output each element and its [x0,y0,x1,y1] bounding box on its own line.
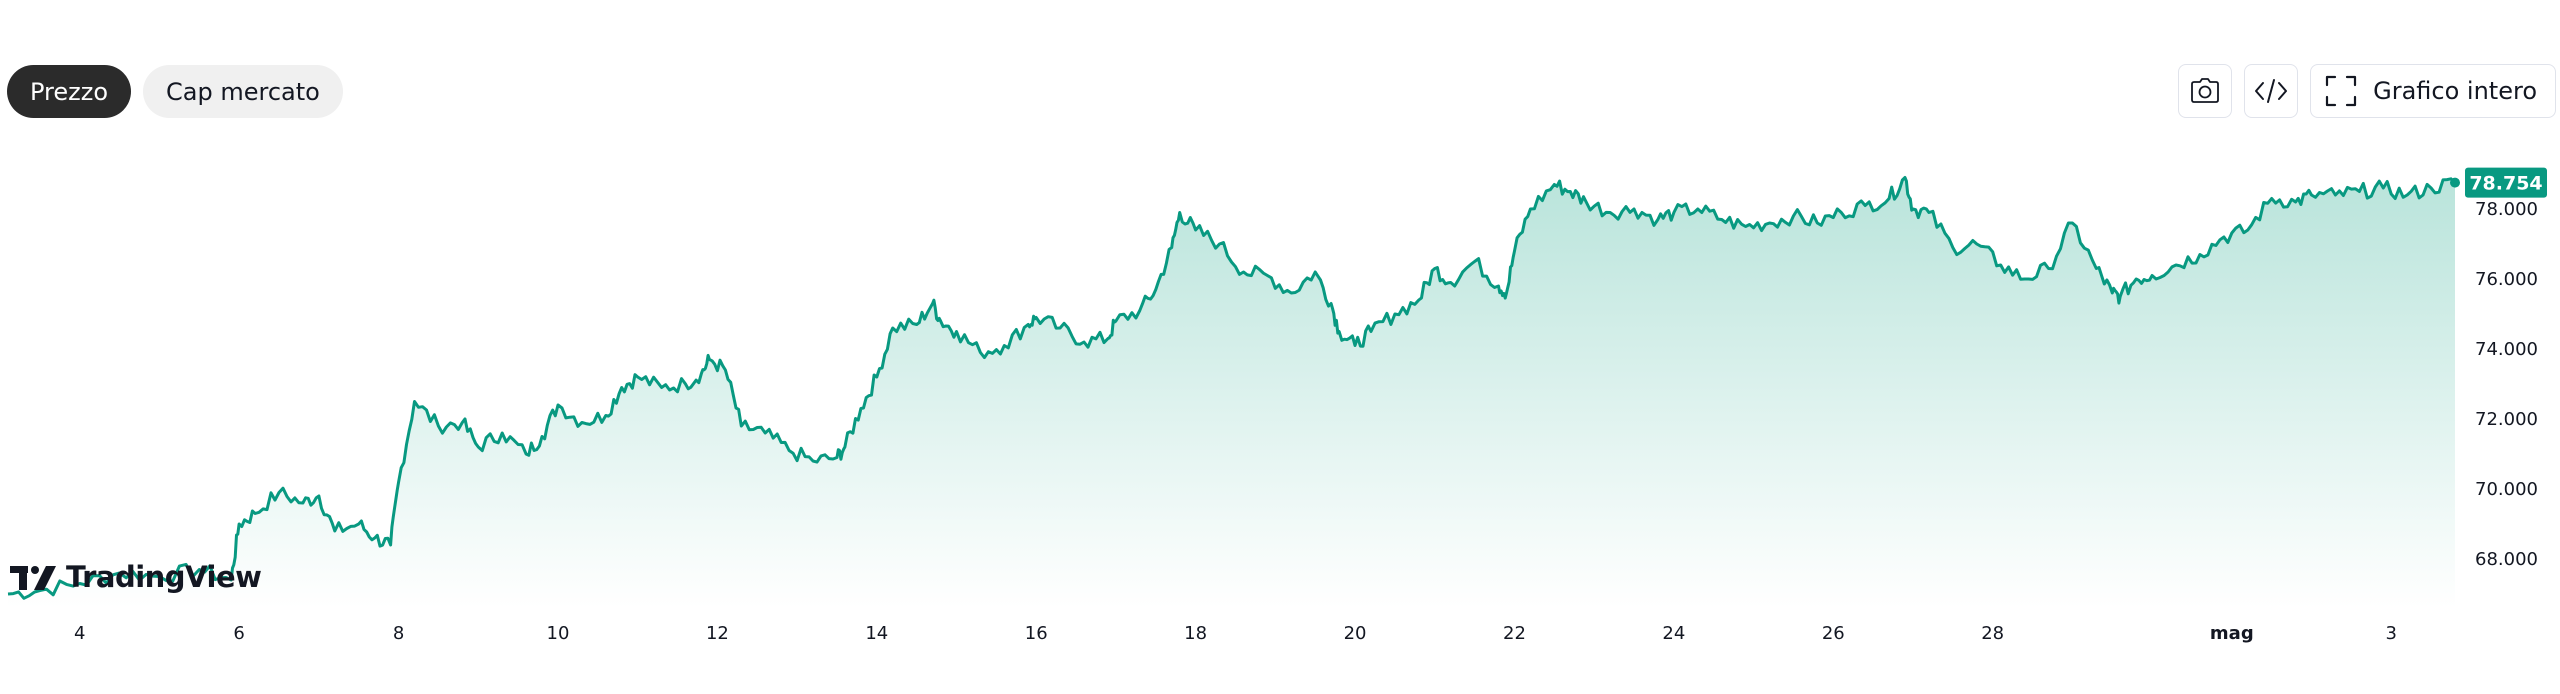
price-axis: 68.000 70.000 72.000 74.000 76.000 78.000 [2475,199,2538,570]
tab-market-cap[interactable]: Cap mercato [143,65,343,118]
chart-toolbar: Grafico intero [2178,64,2556,118]
x-tick-label: 4 [74,623,85,644]
camera-icon [2191,78,2220,103]
fullscreen-label: Grafico intero [2373,77,2537,105]
y-tick-label: 78.000 [2475,199,2538,220]
embed-button[interactable] [2244,64,2299,118]
fullscreen-button[interactable]: Grafico intero [2310,64,2556,118]
tradingview-logo-icon [10,566,56,590]
code-icon [2255,79,2288,103]
time-axis: 4 6 8 10 12 14 16 18 20 22 24 26 28 mag 3 [74,623,2397,644]
last-price-label: 78.754 [2469,173,2542,195]
price-series-line [7,176,2457,600]
chart-mode-tabs: Prezzo Cap mercato [7,65,343,118]
x-tick-label: 6 [233,623,244,644]
last-price-dot [2450,177,2460,188]
last-price-tag [2465,167,2547,198]
tab-price[interactable]: Prezzo [7,65,132,118]
x-tick-label: 8 [393,623,404,644]
price-area-fill [8,177,2455,608]
y-tick-label: 72.000 [2475,409,2538,430]
x-tick-label: 3 [2386,623,2397,644]
x-tick-label: 26 [1822,623,1845,644]
x-tick-label: 22 [1503,623,1526,644]
x-tick-label: 20 [1344,623,1367,644]
x-tick-label: mag [2210,623,2254,644]
x-tick-label: 28 [1981,623,2004,644]
x-tick-label: 16 [1025,623,1048,644]
tradingview-logo[interactable]: TradingView [8,560,262,594]
x-tick-label: 14 [865,623,888,644]
tradingview-logo-text: TradingView [66,560,262,594]
y-tick-label: 76.000 [2475,269,2538,290]
fullscreen-icon [2326,75,2357,107]
x-tick-label: 24 [1662,623,1685,644]
x-tick-label: 12 [706,623,729,644]
x-tick-label: 10 [547,623,570,644]
y-tick-label: 68.000 [2475,549,2538,570]
y-tick-label: 74.000 [2475,339,2538,360]
snapshot-button[interactable] [2178,64,2233,118]
y-tick-label: 70.000 [2475,479,2538,500]
x-tick-label: 18 [1184,623,1207,644]
